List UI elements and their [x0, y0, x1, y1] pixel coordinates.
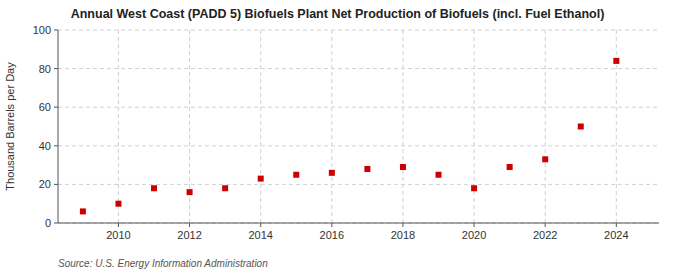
x-tick: [331, 223, 332, 227]
y-grid-line: [58, 68, 659, 69]
point: [578, 124, 584, 130]
x-tick-label: 2020: [462, 229, 486, 241]
x-tick-label: 2012: [177, 229, 201, 241]
y-axis-line: [58, 30, 59, 223]
x-tick: [118, 223, 119, 227]
point: [80, 208, 86, 214]
x-tick: [402, 223, 403, 227]
x-grid-line: [118, 30, 119, 223]
x-tick: [474, 223, 475, 227]
point: [613, 58, 619, 64]
y-tick-label: 40: [39, 140, 51, 152]
x-tick: [260, 223, 261, 227]
x-grid-line: [474, 30, 475, 223]
point: [436, 172, 442, 178]
y-tick-label: 100: [33, 24, 51, 36]
y-tick: [54, 107, 58, 108]
x-grid-line: [331, 30, 332, 223]
x-tick-label: 2018: [391, 229, 415, 241]
y-tick: [54, 145, 58, 146]
point: [151, 185, 157, 191]
y-grid-line: [58, 184, 659, 185]
y-grid-line: [58, 30, 659, 31]
chart-container: 2010 2012 2014 2016 2018 2020 2022 2024 0 20 40 60 8…: [0, 0, 675, 275]
y-tick: [54, 30, 58, 31]
y-tick-label: 0: [45, 217, 51, 229]
x-tick-label: 2014: [248, 229, 272, 241]
x-axis-line: [58, 223, 659, 224]
y-grid-line: [58, 107, 659, 108]
point: [187, 189, 193, 195]
y-tick: [54, 184, 58, 185]
y-grid-line: [58, 145, 659, 146]
point: [364, 166, 370, 172]
axes: 2010 2012 2014 2016 2018 2020 2022 2024 0 20 40 60 8…: [33, 24, 659, 241]
point: [507, 164, 513, 170]
point: [471, 185, 477, 191]
x-grid-line: [402, 30, 403, 223]
source-note: Source: U.S. Energy Information Administ…: [58, 258, 268, 269]
point: [258, 176, 264, 182]
grid: [58, 30, 659, 223]
x-tick-label: 2010: [106, 229, 130, 241]
y-grid-line: [58, 223, 659, 224]
point: [542, 156, 548, 162]
x-tick: [616, 223, 617, 227]
x-tick-label: 2024: [604, 229, 628, 241]
title: Annual West Coast (PADD 5) Biofuels Plan…: [71, 7, 605, 21]
y-tick: [54, 223, 58, 224]
x-tick: [189, 223, 190, 227]
y-tick-label: 20: [39, 178, 51, 190]
x-grid-line: [260, 30, 261, 223]
x-tick-label: 2022: [533, 229, 557, 241]
point: [115, 201, 121, 207]
chart-svg: 2010 2012 2014 2016 2018 2020 2022 2024 0 20 40 60 8…: [0, 0, 675, 275]
point: [329, 170, 335, 176]
y-axis-label: Thousand Barrels per Day: [4, 62, 16, 191]
x-tick-label: 2016: [320, 229, 344, 241]
y-tick-label: 80: [39, 63, 51, 75]
y-tick-label: 60: [39, 101, 51, 113]
point: [400, 164, 406, 170]
points: [80, 58, 619, 215]
y-tick: [54, 68, 58, 69]
point: [293, 172, 299, 178]
x-tick: [545, 223, 546, 227]
x-grid-line: [545, 30, 546, 223]
point: [222, 185, 228, 191]
